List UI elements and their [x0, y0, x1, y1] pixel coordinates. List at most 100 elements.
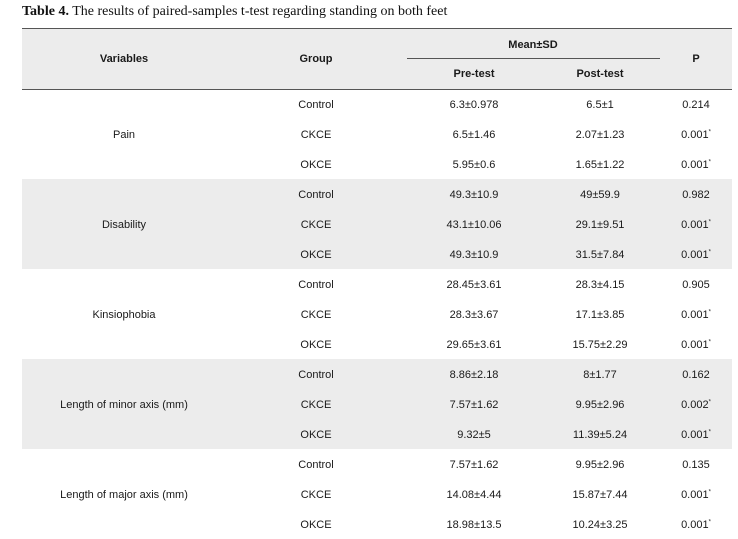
- p-value-cell: 0.001*: [681, 339, 711, 351]
- p-value-cell: 0.001*: [681, 219, 711, 231]
- header-post-test: Post-test: [576, 68, 624, 80]
- p-value: 0.001: [681, 129, 709, 141]
- variable-label: Length of major axis (mm): [60, 489, 188, 501]
- pre-test-cell: 6.3±0.978: [449, 99, 499, 111]
- post-test-cell: 28.3±4.15: [575, 279, 625, 291]
- post-test-cell: 15.87±7.44: [572, 489, 628, 501]
- significance-marker: *: [708, 159, 711, 166]
- group-cell: Control: [298, 369, 334, 381]
- header-p: P: [692, 53, 700, 65]
- group-cell: OKCE: [300, 339, 332, 351]
- pre-test-cell: 29.65±3.61: [446, 339, 502, 351]
- significance-marker: *: [708, 249, 711, 256]
- table-header-bottom-rule: [22, 89, 732, 90]
- header-pre-test: Pre-test: [453, 68, 495, 80]
- group-cell: Control: [298, 99, 334, 111]
- post-test-cell: 10.24±3.25: [572, 519, 628, 531]
- post-test-cell: 15.75±2.29: [572, 339, 628, 351]
- p-value: 0.214: [682, 99, 710, 111]
- p-value: 0.001: [681, 519, 709, 531]
- table-top-rule: [22, 28, 732, 29]
- pre-test-cell: 8.86±2.18: [449, 369, 499, 381]
- significance-marker: *: [708, 489, 711, 496]
- post-test-cell: 9.95±2.96: [575, 399, 625, 411]
- post-test-cell: 17.1±3.85: [575, 309, 625, 321]
- p-value: 0.001: [681, 429, 709, 441]
- group-cell: CKCE: [300, 129, 332, 141]
- p-value-cell: 0.001*: [681, 309, 711, 321]
- p-value: 0.002: [681, 399, 709, 411]
- group-cell: OKCE: [300, 249, 332, 261]
- post-test-cell: 1.65±1.22: [575, 159, 625, 171]
- group-cell: Control: [298, 459, 334, 471]
- pre-test-cell: 7.57±1.62: [449, 399, 499, 411]
- group-cell: CKCE: [300, 399, 332, 411]
- significance-marker: *: [708, 129, 711, 136]
- post-test-cell: 2.07±1.23: [575, 129, 625, 141]
- group-cell: Control: [298, 279, 334, 291]
- p-value: 0.905: [682, 279, 710, 291]
- pre-test-cell: 9.32±5: [457, 429, 491, 441]
- p-value: 0.135: [682, 459, 710, 471]
- p-value-cell: 0.001*: [681, 129, 711, 141]
- significance-marker: *: [708, 339, 711, 346]
- pre-test-cell: 28.3±3.67: [449, 309, 499, 321]
- significance-marker: *: [708, 519, 711, 526]
- group-cell: OKCE: [300, 519, 332, 531]
- significance-marker: *: [708, 399, 711, 406]
- pre-test-cell: 5.95±0.6: [452, 159, 496, 171]
- p-value: 0.162: [682, 369, 710, 381]
- group-cell: CKCE: [300, 219, 332, 231]
- p-value-cell: 0.982: [682, 189, 710, 201]
- variable-label: Disability: [101, 219, 147, 231]
- pre-test-cell: 7.57±1.62: [449, 459, 499, 471]
- pre-test-cell: 49.3±10.9: [449, 189, 499, 201]
- group-cell: CKCE: [300, 309, 332, 321]
- table-row-group: [22, 179, 732, 269]
- table-caption: Table 4. The results of paired-samples t…: [22, 4, 447, 20]
- group-cell: Control: [298, 189, 334, 201]
- table-caption-text: The results of paired-samples t-test reg…: [68, 4, 448, 19]
- p-value: 0.001: [681, 159, 709, 171]
- p-value: 0.001: [681, 309, 709, 321]
- p-value: 0.001: [681, 249, 709, 261]
- post-test-cell: 29.1±9.51: [575, 219, 625, 231]
- variable-label: Pain: [112, 129, 136, 141]
- variable-label: Length of minor axis (mm): [60, 399, 188, 411]
- post-test-cell: 9.95±2.96: [575, 459, 625, 471]
- p-value-cell: 0.162: [682, 369, 710, 381]
- group-cell: CKCE: [300, 489, 332, 501]
- pre-test-cell: 14.08±4.44: [446, 489, 502, 501]
- p-value-cell: 0.001*: [681, 489, 711, 501]
- post-test-cell: 11.39±5.24: [572, 429, 628, 441]
- p-value: 0.001: [681, 339, 709, 351]
- significance-marker: *: [708, 309, 711, 316]
- p-value: 0.982: [682, 189, 710, 201]
- p-value-cell: 0.002*: [681, 399, 711, 411]
- post-test-cell: 8±1.77: [583, 369, 617, 381]
- group-cell: OKCE: [300, 429, 332, 441]
- p-value-cell: 0.001*: [681, 159, 711, 171]
- p-value: 0.001: [681, 489, 709, 501]
- p-value-cell: 0.214: [682, 99, 710, 111]
- table-row-group: [22, 359, 732, 449]
- mean-sd-rule: [407, 58, 660, 59]
- p-value: 0.001: [681, 219, 709, 231]
- table-header: [22, 29, 732, 89]
- header-variables: Variables: [99, 53, 149, 65]
- significance-marker: *: [708, 429, 711, 436]
- p-value-cell: 0.135: [682, 459, 710, 471]
- header-group: Group: [299, 53, 333, 65]
- group-cell: OKCE: [300, 159, 332, 171]
- pre-test-cell: 43.1±10.06: [446, 219, 502, 231]
- significance-marker: *: [708, 219, 711, 226]
- p-value-cell: 0.001*: [681, 519, 711, 531]
- post-test-cell: 49±59.9: [580, 189, 620, 201]
- pre-test-cell: 6.5±1.46: [452, 129, 496, 141]
- pre-test-cell: 18.98±13.5: [446, 519, 502, 531]
- variable-label: Kinsiophobia: [92, 309, 156, 321]
- header-mean-sd: Mean±SD: [508, 39, 558, 51]
- table-caption-label: Table 4.: [22, 4, 69, 19]
- p-value-cell: 0.001*: [681, 249, 711, 261]
- pre-test-cell: 49.3±10.9: [449, 249, 499, 261]
